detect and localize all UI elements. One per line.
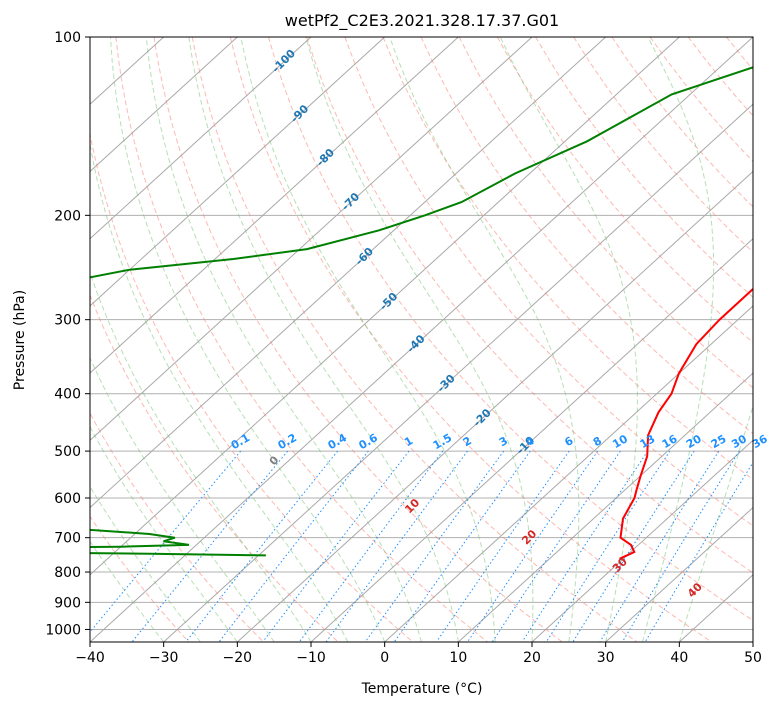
temperature-profile [619,287,753,560]
dry-adiabat [268,37,753,622]
mixing-ratio-line [90,450,242,633]
y-tick-label: 600 [54,491,81,507]
moist-adiabat [305,37,534,642]
x-axis-label: Temperature (°C) [361,681,483,697]
mixing-ratio-line [218,450,369,642]
moist-adiabat [499,37,638,642]
isotherm-line [90,37,459,374]
moist-adiabat [389,37,580,642]
dry-adiabat [90,131,414,642]
mixing-ratio-line [298,450,444,642]
moist-adiabat [90,271,312,642]
dry-adiabat [229,37,712,642]
plot-area [90,37,753,642]
isotherm-line [90,37,533,442]
y-tick-label: 100 [54,30,81,46]
isotherm-line [90,37,312,240]
moist-adiabat [90,540,165,642]
x-tick-label: −10 [296,650,326,666]
y-tick-label: 200 [54,208,81,224]
dry-adiabat [115,37,488,642]
isotherm-line [457,372,753,642]
dry-adiabat [344,37,753,527]
dry-adiabat [90,515,190,642]
mixing-ratio-line [393,450,531,642]
y-axis-label: Pressure (hPa) [12,290,28,390]
y-tick-label: 900 [54,595,81,611]
moist-adiabat [90,141,349,642]
dry-adiabat [153,37,563,642]
plot-frame [89,36,754,643]
moist-adiabat [240,37,496,642]
dry-adiabat [535,37,753,298]
dry-adiabat [382,37,753,481]
mixing-ratio-line [185,450,338,642]
dry-adiabat [191,37,638,642]
sounding-profiles [90,66,753,560]
x-tick-label: −40 [75,650,105,666]
isotherm-line [90,37,386,307]
x-tick-label: 20 [523,650,541,666]
moist-adiabat [678,404,753,642]
x-tick-label: 0 [380,650,389,666]
y-tick-label: 800 [54,565,81,581]
dry-adiabats [90,37,753,642]
isotherm-line [90,37,607,509]
mixing-ratio-lines [90,450,753,642]
mixing-ratio-line [621,450,740,642]
mixing-ratio-line [435,450,570,642]
x-tick-label: 40 [670,650,688,666]
moist-adiabat [90,485,201,642]
y-tick-label: 1000 [45,622,81,638]
mixing-ratio-line [521,450,649,642]
dry-adiabat [90,293,339,642]
pressure-gridlines [90,37,753,630]
moist-adiabat [90,425,238,642]
isotherm-line [163,103,753,642]
mixing-ratio-line [325,450,468,642]
x-tick-label: 10 [449,650,467,666]
x-tick-label: −30 [149,650,179,666]
moist-adiabat [90,356,275,642]
x-tick-label: 50 [744,650,762,666]
skewed-isotherms [90,37,753,642]
mixing-ratio-line [599,450,720,642]
moist-adiabat [188,37,459,642]
y-tick-label: 300 [54,313,81,329]
x-tick-label: −20 [223,650,253,666]
moist-adiabat [110,37,386,642]
y-tick-label: 500 [54,444,81,460]
isotherm-line [236,170,753,642]
mixing-ratio-line [131,450,288,642]
y-tick-label: 400 [54,387,81,403]
y-axis-ticks: 100 200 300 400 500 600 700 800 900 1000 [45,30,90,638]
mixing-ratio-line [644,461,753,642]
x-axis-ticks: −40 −30 −20 −10 0 10 20 30 40 50 [75,642,762,666]
moist-adiabat [145,37,422,642]
y-tick-label: 700 [54,531,81,547]
isotherm-line [90,37,238,173]
mixing-ratio-line [467,450,599,642]
isotherm-line [90,37,680,576]
isotherm-line [531,439,753,642]
moist-adiabats [90,37,753,642]
chart-title: wetPf2_C2E3.2021.328.17.37.G01 [285,11,559,31]
dry-adiabat [90,412,264,642]
isotherm-line [384,305,753,642]
mixing-ratio-line [491,450,621,642]
moist-adiabat [642,37,715,642]
dewpoint-profile [90,66,753,557]
isotherm-line [605,506,753,642]
x-tick-label: 30 [597,650,615,666]
